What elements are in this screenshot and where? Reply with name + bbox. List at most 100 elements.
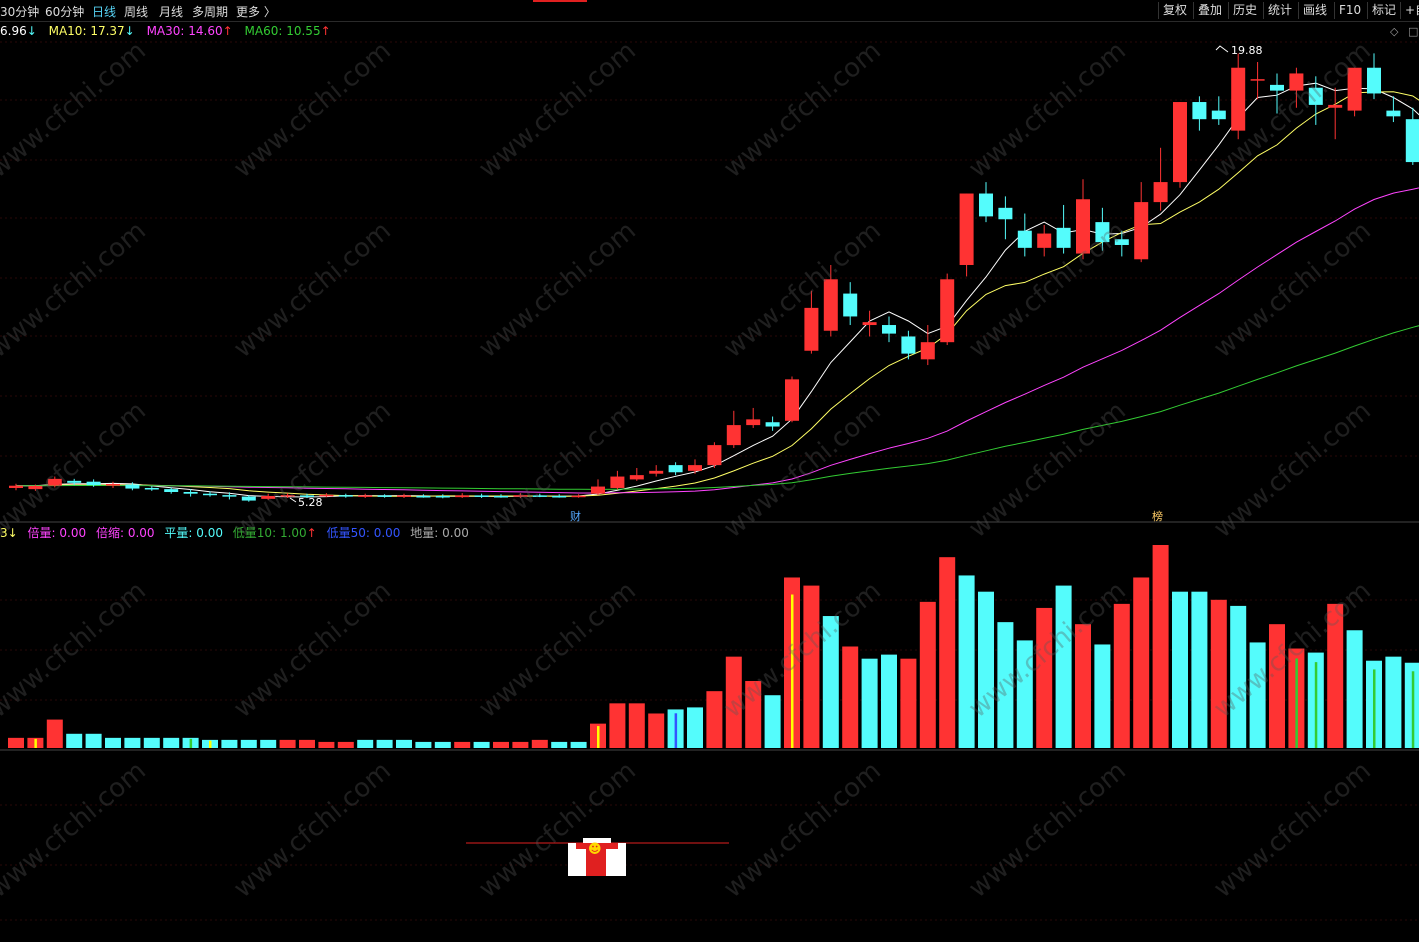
candle-body	[47, 478, 62, 486]
ranking-marker[interactable]: 榜	[1152, 510, 1163, 523]
candle-body	[1017, 230, 1032, 248]
grid-lines	[0, 41, 1419, 921]
volume-bar	[46, 719, 63, 748]
volume-bar	[628, 703, 645, 748]
volume-bar	[396, 739, 412, 748]
candle-body	[222, 495, 237, 497]
tab-multi-period[interactable]: 多周期	[192, 5, 229, 19]
overlay-button[interactable]: 叠加	[1193, 2, 1226, 19]
volume-bar	[473, 741, 490, 748]
fuquan-button[interactable]: 复权	[1158, 2, 1191, 19]
ma60-label: MA60:	[244, 24, 283, 38]
volume-bar	[1055, 585, 1072, 748]
low-price-label: 5.28	[298, 496, 323, 509]
add-custom-button[interactable]: +自	[1400, 2, 1419, 19]
volume-bar	[609, 703, 626, 748]
candle-body	[1367, 67, 1381, 94]
tab-daily[interactable]: 日线	[92, 5, 117, 19]
volume-bar	[648, 713, 665, 748]
volume-bar	[415, 741, 432, 748]
window-icon[interactable]: □	[1408, 25, 1419, 38]
volume-bar	[240, 739, 257, 748]
volume-bar	[1385, 656, 1402, 748]
volume-signal-line	[209, 740, 212, 748]
ma60-value: 10.55	[286, 24, 321, 38]
candle-body	[591, 486, 605, 494]
candle-body	[455, 495, 470, 498]
volume-signal-line	[1373, 669, 1376, 748]
candle-body	[901, 336, 916, 354]
active-period-indicator	[533, 0, 587, 2]
tab-60min[interactable]: 60分钟	[45, 5, 85, 19]
indicator-box-icon: ☻	[568, 838, 626, 876]
volume-bar	[1249, 642, 1266, 748]
volume-bar	[939, 557, 956, 748]
volume-bar	[551, 741, 568, 748]
volume-bar	[725, 656, 742, 748]
diamond-icon[interactable]: ◇	[1390, 25, 1399, 38]
candle-body	[1270, 84, 1284, 91]
volume-bar	[376, 739, 393, 748]
candle-body	[86, 481, 101, 486]
tab-monthly[interactable]: 月线	[159, 5, 184, 19]
candle-body	[416, 495, 431, 498]
low-price-pointer	[289, 497, 297, 503]
ma60-line	[16, 325, 1419, 490]
volume-bar	[919, 601, 936, 748]
candle-body	[1211, 110, 1226, 120]
tab-more[interactable]: 更多 〉	[236, 5, 276, 19]
ma10-line	[16, 91, 1419, 497]
volume-signal-line	[189, 738, 193, 748]
volume-signal-line	[1198, 607, 1201, 748]
beiliang-label: 倍量:	[27, 526, 56, 540]
finance-marker[interactable]: 财	[570, 510, 581, 523]
candle-body	[338, 495, 353, 497]
candle-body	[532, 495, 547, 497]
candle-body	[164, 489, 179, 492]
volume-signal-line	[674, 713, 678, 748]
candle-body	[552, 495, 567, 498]
candle-body	[707, 445, 722, 466]
volume-bar	[124, 737, 141, 748]
candle-body	[998, 207, 1013, 220]
volume-bar	[8, 737, 24, 748]
moving-average-lines	[15, 82, 1419, 498]
volume-bar	[454, 741, 471, 748]
volume-bar	[299, 739, 315, 748]
pingliang-value: 0.00	[196, 526, 223, 540]
volume-bar	[357, 739, 374, 748]
volume-first-value: 3	[0, 526, 8, 540]
history-button[interactable]: 历史	[1228, 2, 1261, 19]
tab-30min[interactable]: 30分钟	[0, 5, 40, 19]
draw-line-button[interactable]: 画线	[1298, 2, 1331, 19]
volume-legend: 3↓ 倍量: 0.00 倍缩: 0.00 平量: 0.00 低量10: 1.00…	[0, 524, 469, 541]
candle-body	[1328, 104, 1343, 108]
volume-bar	[85, 733, 102, 748]
volume-bar	[1113, 603, 1130, 748]
volume-signal-line	[1411, 671, 1415, 748]
candle-body	[203, 493, 217, 496]
pingliang-label: 平量:	[164, 526, 193, 540]
volume-bar	[1133, 577, 1150, 748]
volume-bar	[803, 585, 820, 748]
volume-bar	[1036, 607, 1053, 748]
candle-body	[649, 470, 664, 474]
candle-body	[300, 495, 314, 497]
volume-signal-line	[597, 726, 600, 748]
f10-button[interactable]: F10	[1334, 2, 1365, 19]
candle-body	[920, 342, 935, 360]
candle-body	[1114, 239, 1129, 245]
volume-bar	[861, 658, 878, 748]
mark-button[interactable]: 标记	[1367, 2, 1400, 19]
candle-body	[1289, 73, 1304, 91]
volume-bar	[822, 616, 839, 748]
statistics-button[interactable]: 统计	[1263, 2, 1296, 19]
candle-body	[397, 495, 411, 497]
tab-weekly[interactable]: 周线	[124, 5, 149, 19]
volume-bar	[978, 591, 994, 748]
candle-body	[746, 419, 761, 426]
period-toolbar: 30分钟 60分钟 日线 周线 月线 多周期 更多 〉 复权 叠加 历史 统计 …	[0, 0, 1419, 22]
candle-body	[959, 193, 974, 265]
volume-signal-line	[34, 738, 37, 748]
